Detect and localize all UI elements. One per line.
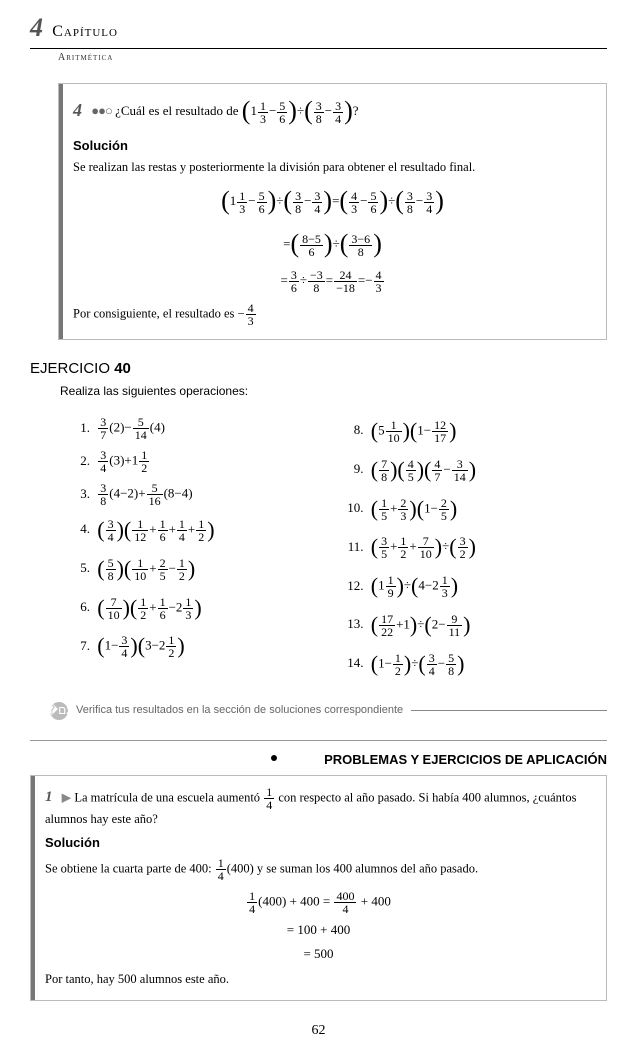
exercise-item: 14. (1−12)÷(34−58) <box>344 649 608 680</box>
exercise-columns: 1. 37(2)−514(4) 2. 34(3)+112 3. 38(4−2)+… <box>70 408 607 688</box>
example-question: 4 ●●○ ¿Cuál es el resultado de (113−56)÷… <box>73 94 592 130</box>
app-work: 14(400) + 400 = 4004 + 400 = 100 + 400 =… <box>45 890 592 963</box>
exercise-item: 12. (119)÷(4−213) <box>344 571 608 602</box>
exercise-item: 11. (35+12+710)÷(32) <box>344 532 608 563</box>
exercise-title: EJERCICIO 40 <box>30 358 607 379</box>
solution-text: Se realizan las restas y posteriormente … <box>73 159 592 177</box>
solution-label: Solución <box>45 834 592 852</box>
subject-label: Aritmética <box>30 51 607 65</box>
applications-header: PROBLEMAS Y EJERCICIOS DE APLICACIÓN <box>30 740 607 769</box>
app-question: 1 ▶ La matrícula de una escuela aumentó … <box>45 786 592 829</box>
exercise-item: 8. (5110)(1−1217) <box>344 416 608 447</box>
verify-line <box>411 710 607 711</box>
solution-label: Solución <box>73 137 592 155</box>
app-conclusion: Por tanto, hay 500 alumnos este año. <box>45 971 592 989</box>
exercise-item: 2. 34(3)+112 <box>70 449 334 474</box>
exercise-item: 1. 37(2)−514(4) <box>70 416 334 441</box>
exercise-instructions: Realiza las siguientes operaciones: <box>60 383 607 400</box>
exercise-item: 4. (34)(112+16+14+12) <box>70 515 334 546</box>
solution-work: (113−56)÷(38−34)=(43−56)÷(38−34) =(8−56)… <box>73 184 592 294</box>
exercise-col-right: 8. (5110)(1−1217) 9. (78)(45)(47−314) 10… <box>344 408 608 688</box>
chapter-header: 4 Capítulo <box>30 10 607 49</box>
page-number: 62 <box>30 1021 607 1041</box>
example-conclusion: Por consiguiente, el resultado es −43 <box>73 302 592 327</box>
question-tail: ? <box>353 104 359 119</box>
chapter-word: Capítulo <box>52 23 118 40</box>
application-example: 1 ▶ La matrícula de una escuela aumentó … <box>30 775 607 1002</box>
check-icon: �םż <box>50 702 68 720</box>
app-sol-text: Se obtiene la cuarta parte de 400: 14(40… <box>45 857 592 882</box>
exercise-item: 7. (1−34)(3−212) <box>70 631 334 662</box>
box-accent-bar <box>59 84 63 339</box>
chapter-number: 4 <box>30 13 43 42</box>
difficulty-dots: ●●○ <box>91 104 112 119</box>
example-number: 4 <box>73 100 82 120</box>
verify-text: Verifica tus resultados en la sección de… <box>76 703 403 718</box>
exercise-item: 10. (15+23)(1−25) <box>344 494 608 525</box>
exercise-item: 9. (78)(45)(47−314) <box>344 455 608 486</box>
exercise-item: 3. 38(4−2)+516(8−4) <box>70 482 334 507</box>
box-accent-bar <box>31 776 35 1001</box>
exercise-col-left: 1. 37(2)−514(4) 2. 34(3)+112 3. 38(4−2)+… <box>70 408 334 688</box>
verify-row: �םż Verifica tus resultados en la secció… <box>50 702 607 720</box>
exercise-item: 6. (710)(12+16−213) <box>70 593 334 624</box>
question-text: ¿Cuál es el resultado de <box>115 104 238 119</box>
exercise-item: 5. (58)(110+25−12) <box>70 554 334 585</box>
exercise-item: 13. (1722+1)÷(2−911) <box>344 610 608 641</box>
worked-example: 4 ●●○ ¿Cuál es el resultado de (113−56)÷… <box>58 83 607 340</box>
